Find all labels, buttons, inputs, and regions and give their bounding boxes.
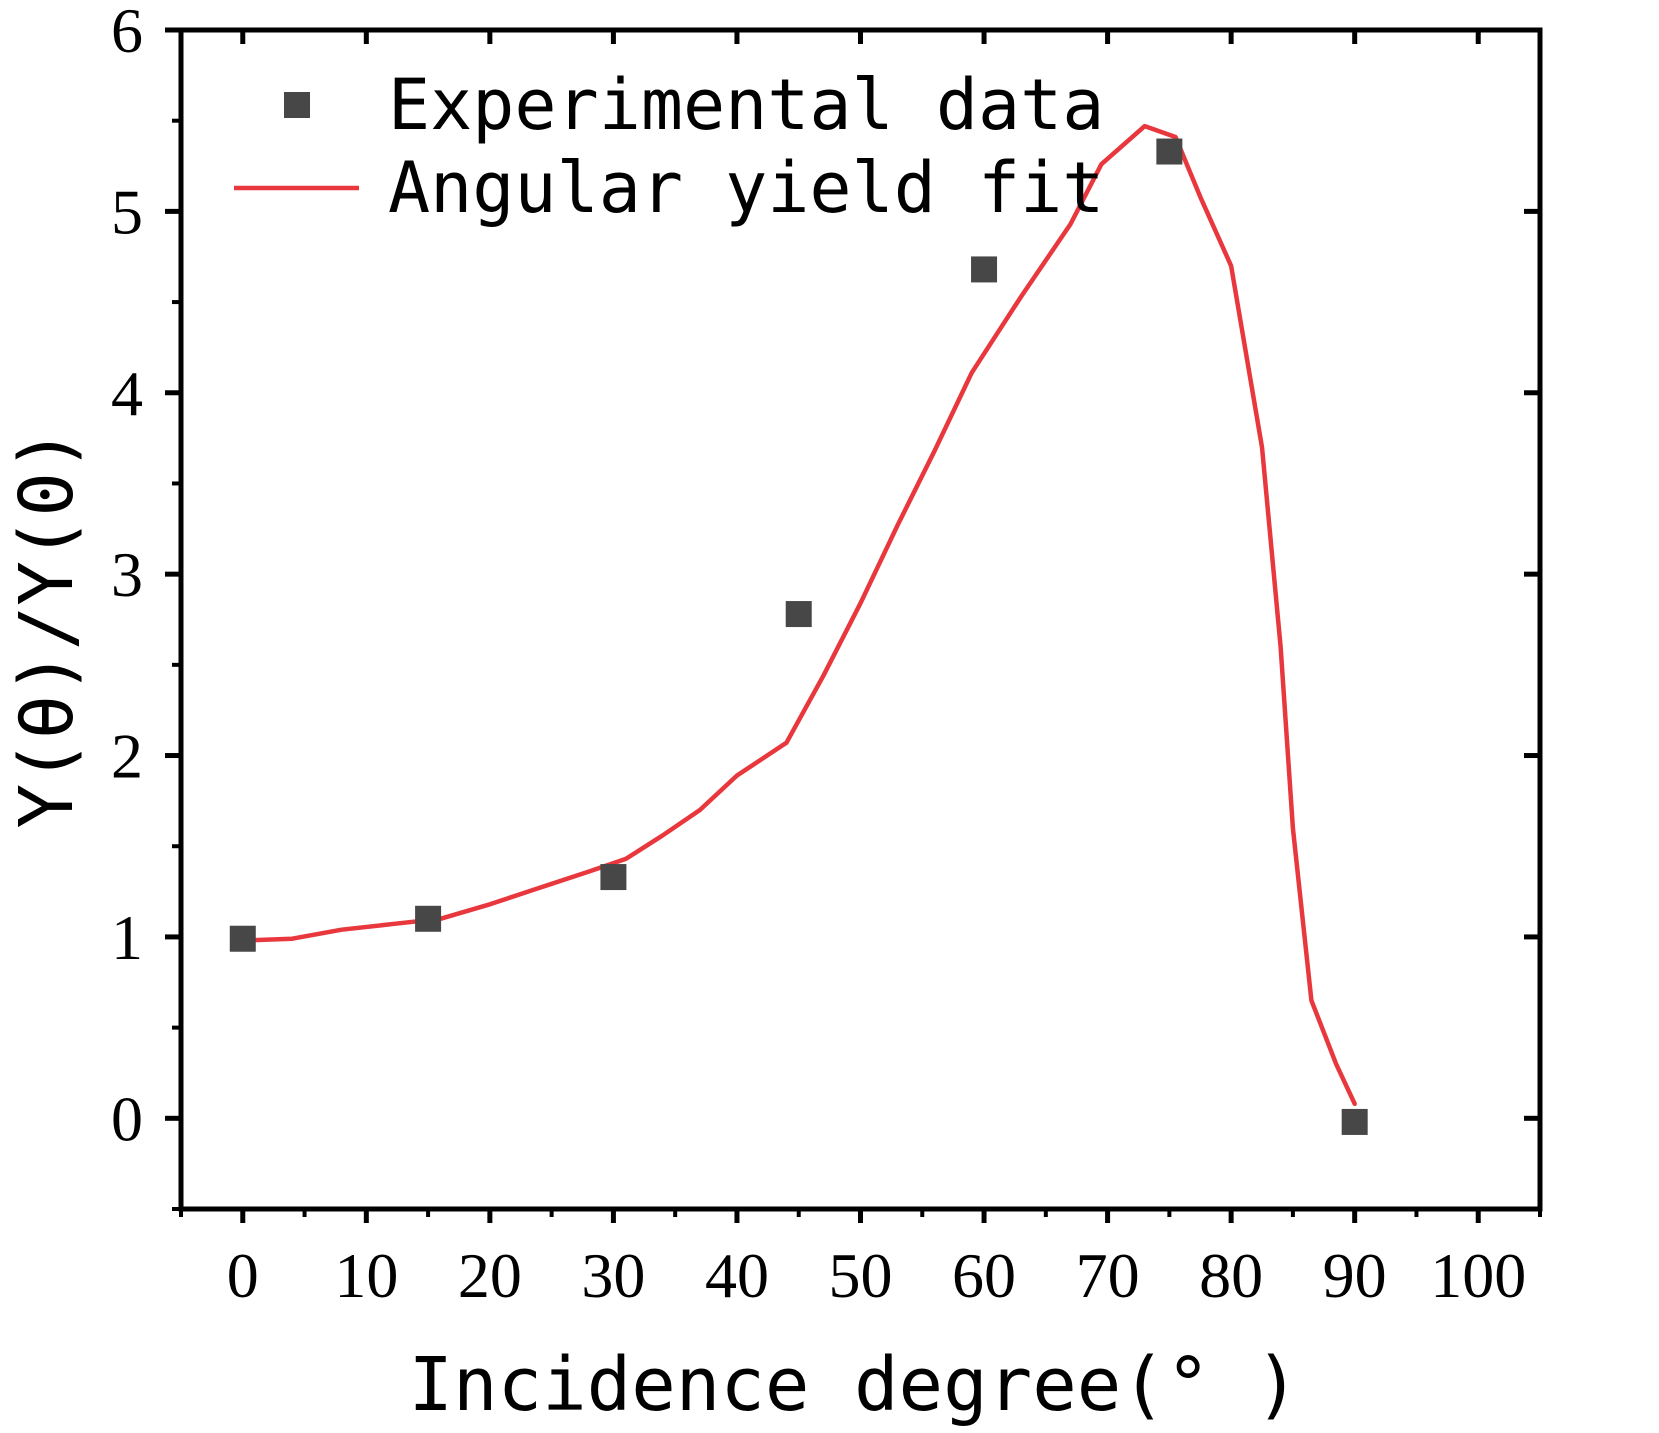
data-point (229, 925, 256, 952)
y-tick-label: 5 (111, 176, 143, 247)
data-point (1341, 1108, 1368, 1135)
x-tick-label: 10 (334, 1240, 398, 1311)
legend-marker-square (284, 92, 310, 118)
y-tick-label: 6 (111, 0, 143, 66)
x-tick-label: 60 (952, 1240, 1016, 1311)
x-tick-label: 90 (1323, 1240, 1387, 1311)
x-tick-label: 50 (829, 1240, 893, 1311)
data-point (600, 864, 627, 891)
y-tick-label: 4 (111, 358, 143, 429)
legend-label: Angular yield fit (388, 147, 1104, 229)
legend-label: Experimental data (388, 64, 1104, 146)
x-axis: 0 10 20 30 40 50 60 70 80 90 100 (179, 30, 1542, 1311)
series-layer (229, 123, 1368, 1135)
fit-line (240, 123, 1357, 1107)
data-point (785, 601, 812, 628)
x-tick-label: 100 (1430, 1240, 1526, 1311)
x-tick-label: 0 (227, 1240, 259, 1311)
data-point (1156, 138, 1183, 165)
y-tick-label: 3 (111, 539, 143, 610)
data-point (971, 256, 998, 283)
y-tick-label: 0 (111, 1083, 143, 1154)
y-tick-label: 2 (111, 721, 143, 792)
x-tick-label: 20 (458, 1240, 522, 1311)
x-axis-title: Incidence degree(° ) (408, 1342, 1299, 1428)
x-tick-label: 80 (1199, 1240, 1263, 1311)
x-tick-label: 70 (1076, 1240, 1140, 1311)
y-axis: 0 1 2 3 4 5 6 (111, 0, 1540, 1211)
x-tick-label: 30 (581, 1240, 645, 1311)
y-axis-title: Y(θ)/Y(0) (4, 428, 90, 829)
y-tick-label: 1 (111, 902, 143, 973)
x-tick-label: 40 (705, 1240, 769, 1311)
data-point (415, 905, 442, 932)
